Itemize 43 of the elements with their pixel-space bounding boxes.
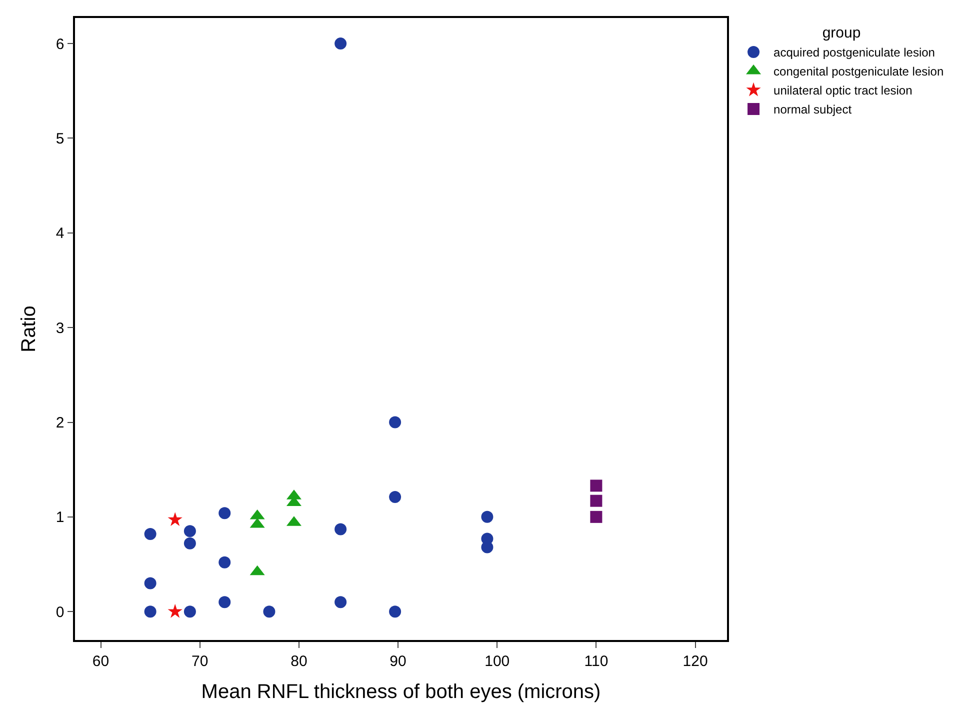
- point: [481, 510, 494, 523]
- point: [184, 525, 196, 538]
- x-tick-label: 120: [682, 652, 708, 670]
- x-tick-label: 60: [92, 652, 110, 670]
- point: [334, 523, 347, 536]
- y-tick-label: 5: [56, 130, 64, 148]
- x-tick-label: 100: [484, 652, 510, 670]
- point: [334, 596, 347, 608]
- point: [590, 510, 602, 523]
- point: [168, 604, 182, 618]
- y-axis-title: Ratio: [18, 306, 40, 352]
- x-tick-label: 70: [192, 652, 208, 670]
- y-tick-label: 4: [56, 225, 64, 242]
- y-tick-label: 0: [56, 604, 64, 621]
- point: [184, 537, 196, 550]
- legend-label: normal subject: [774, 102, 852, 117]
- point: [144, 577, 156, 590]
- point: [590, 480, 602, 492]
- y-tick-label: 1: [56, 509, 64, 526]
- point: [389, 416, 402, 428]
- point: [218, 507, 231, 520]
- legend-label: unilateral optic tract lesion: [774, 84, 912, 98]
- point: [334, 38, 347, 50]
- y-tick-label: 2: [56, 414, 64, 432]
- legend-label: acquired postgeniculate lesion: [774, 46, 935, 60]
- point: [144, 528, 156, 540]
- point: [144, 606, 156, 618]
- x-tick-label: 80: [290, 652, 308, 670]
- x-tick-label: 110: [584, 652, 608, 670]
- point: [389, 491, 402, 504]
- point: [263, 606, 276, 618]
- point: [218, 556, 231, 568]
- y-tick-label: 6: [56, 36, 64, 53]
- point: [218, 596, 231, 608]
- y-tick-label: 3: [56, 320, 64, 337]
- point: [389, 606, 402, 618]
- legend-label: congenital postgeniculate lesion: [774, 64, 944, 79]
- point: [184, 606, 196, 618]
- x-tick-label: 90: [390, 652, 406, 670]
- x-axis-title: Mean RNFL thickness of both eyes (microns): [201, 680, 601, 703]
- point: [590, 494, 602, 507]
- point: [168, 512, 182, 526]
- legend-title: group: [822, 24, 861, 42]
